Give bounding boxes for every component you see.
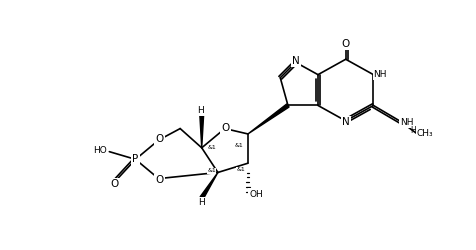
Text: H: H [198, 198, 205, 207]
Polygon shape [200, 172, 218, 199]
Text: O: O [221, 123, 229, 133]
Text: NH: NH [373, 70, 387, 79]
Text: H: H [197, 106, 203, 115]
Polygon shape [248, 104, 288, 134]
Text: P: P [132, 154, 139, 164]
Text: OH: OH [249, 190, 263, 198]
Text: O: O [155, 175, 163, 185]
Polygon shape [199, 115, 203, 148]
Text: NH: NH [400, 118, 413, 127]
Text: HO: HO [93, 146, 107, 154]
Text: &1: &1 [207, 145, 216, 150]
Text: &1: &1 [207, 168, 216, 173]
Text: O: O [110, 179, 119, 189]
Text: O: O [341, 39, 349, 49]
Text: H: H [410, 126, 416, 135]
Text: N: N [291, 56, 299, 66]
Text: N: N [341, 118, 349, 128]
Text: &1: &1 [236, 167, 245, 172]
Text: O: O [155, 134, 163, 143]
Text: &1: &1 [235, 143, 243, 148]
Text: CH₃: CH₃ [416, 130, 432, 138]
